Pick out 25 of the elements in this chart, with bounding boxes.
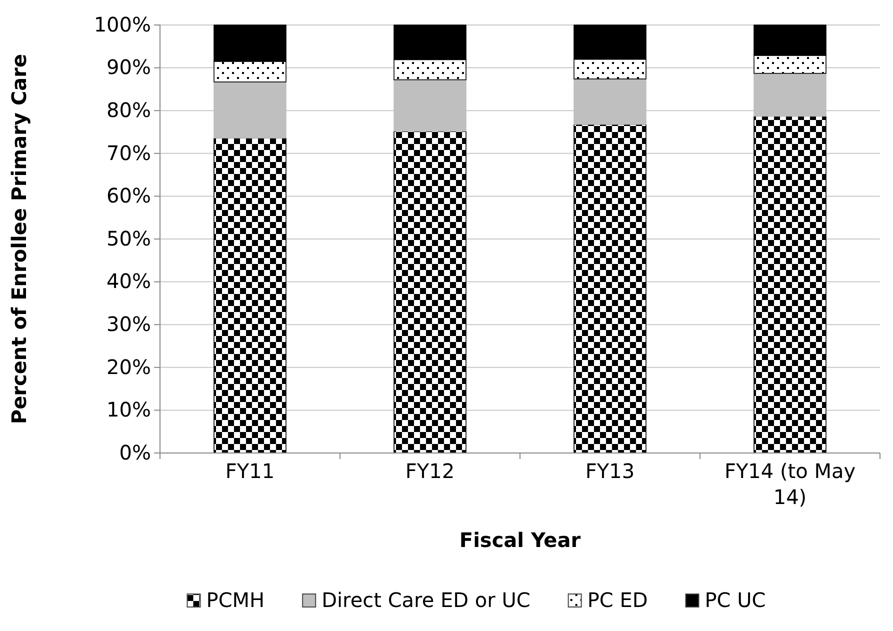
y-tick-label: 10%	[106, 398, 151, 422]
legend-label: PC ED	[587, 588, 648, 612]
x-tick-label: FY11	[225, 459, 275, 483]
y-tick-label: 40%	[106, 269, 151, 294]
bar	[754, 116, 826, 454]
y-tick-label: 100%	[94, 12, 151, 36]
legend-label: Direct Care ED or UC	[322, 588, 530, 612]
legend-label: PCMH	[206, 588, 265, 612]
x-axis-title: Fiscal Year	[459, 528, 581, 552]
bar	[394, 130, 466, 454]
y-tick-label: 50%	[106, 226, 151, 250]
y-tick-label: 0%	[119, 440, 151, 464]
x-tick-label: FY13	[585, 459, 635, 483]
y-tick-label: 60%	[106, 184, 151, 208]
bar	[574, 124, 646, 454]
y-axis-title: Percent of Enrollee Primary Care	[7, 54, 31, 424]
y-tick-label: 30%	[106, 312, 151, 336]
x-tick-label: FY12	[405, 459, 455, 483]
y-tick-label: 20%	[106, 354, 151, 379]
y-tick-label: 80%	[106, 98, 151, 122]
y-tick-label: 70%	[106, 140, 151, 165]
y-tick-label: 90%	[106, 55, 151, 80]
x-tick-label: FY14 (to May 14)	[724, 459, 856, 509]
legend-label: PC UC	[704, 588, 766, 612]
bar	[214, 138, 286, 454]
